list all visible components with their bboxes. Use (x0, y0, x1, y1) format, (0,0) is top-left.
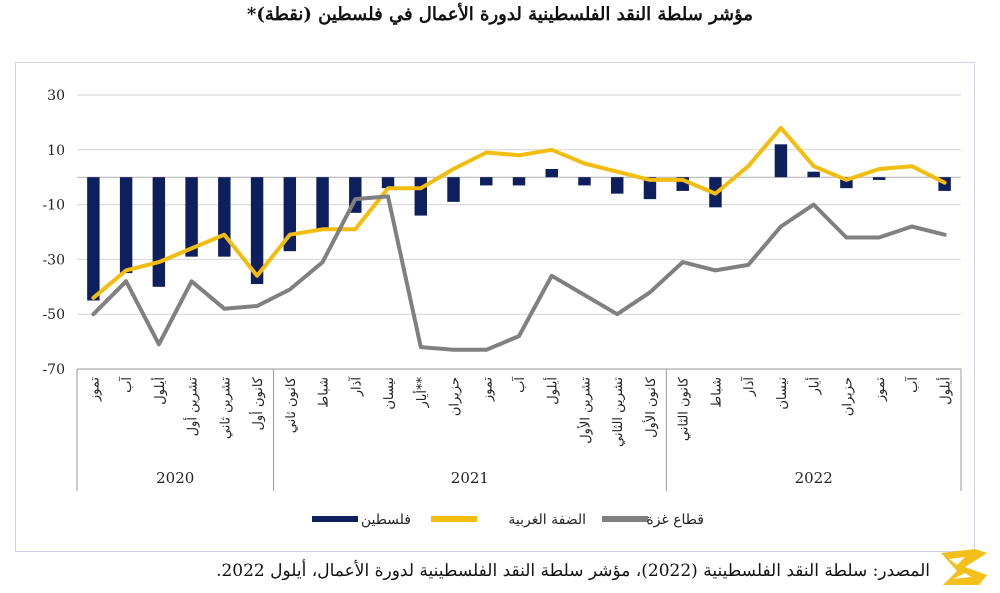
bar-palestine (381, 177, 395, 189)
x-tick-label: تموز (87, 377, 102, 403)
x-tick-label: أيار (806, 377, 823, 395)
legend-gaza-swatch (602, 516, 648, 522)
chart-plot: 30 10 -10 -30 -50 -70 تموز آب أيلول تشرين أول تشري… (42, 88, 962, 528)
chart-title: مؤشر سلطة النقد الفلسطينية لدورة الأعمال… (246, 4, 754, 25)
bar-palestine (643, 177, 657, 200)
line-gaza (91, 194, 947, 352)
y-tick-label: -50 (42, 307, 65, 323)
bar-palestine (611, 177, 624, 194)
bar-palestine (119, 177, 133, 274)
x-tick-label: شباط (709, 377, 724, 408)
x-tick-label: كانون الأول (642, 376, 659, 438)
x-tick-label: آب (511, 376, 528, 393)
x-tick-label: كانون الثاني (677, 376, 692, 441)
x-tick-label: نيسان (775, 377, 790, 410)
source-note: المصدر: سلطة النقد الفلسطينية (2022)، مؤ… (216, 561, 930, 581)
bar-palestine (807, 171, 820, 178)
y-tick-label: -30 (42, 252, 65, 268)
x-tick-label: حزيران (840, 377, 855, 416)
year-label: 2022 (795, 469, 833, 487)
line-west-bank (91, 125, 947, 300)
x-tick-label: تشرين ثاني (218, 377, 233, 439)
x-tick-label: نيسان (382, 377, 397, 410)
x-tick-label: آذار (740, 376, 757, 398)
bar-palestine (316, 177, 329, 230)
legend-gaza-label: قطاع غزة (646, 512, 704, 528)
bar-palestine (545, 168, 558, 178)
x-tick-label: حزيران (448, 377, 463, 416)
x-tick-label: كانون ثاني (284, 376, 299, 433)
x-tick-label: شباط (317, 377, 332, 408)
bar-palestine (185, 177, 198, 257)
x-tick-label: أيلول (151, 377, 168, 405)
x-tick-label: تموز (480, 377, 495, 403)
legend-palestine-label: فلسطين (361, 512, 411, 528)
bar-palestine (250, 177, 264, 285)
bar-palestine (774, 144, 788, 178)
bar-palestine (447, 177, 460, 202)
legend-palestine-swatch (312, 516, 358, 522)
x-tick-label: أيلول (544, 377, 561, 405)
year-label: 2021 (451, 469, 489, 487)
x-tick-label: آذار (347, 376, 364, 398)
bar-palestine (87, 177, 100, 301)
chart-frame: 30 10 -10 -30 -50 -70 تموز آب أيلول تشرين أول تشري… (15, 62, 975, 552)
x-tick-label: أيار** (413, 377, 430, 409)
bar-palestine (578, 177, 591, 186)
y-tick-label: 30 (47, 88, 65, 104)
bar-palestine (512, 177, 526, 186)
y-tick-label: -70 (42, 362, 65, 378)
logo (941, 549, 987, 585)
y-tick-label: 10 (47, 143, 65, 159)
bar-palestine (414, 177, 427, 216)
x-tick-label: أيلول (937, 377, 954, 405)
x-tick-label: تشرين الثاني (611, 377, 626, 447)
bar-palestine (152, 177, 166, 287)
bar-palestine (480, 177, 493, 186)
x-tick-label: آب (118, 376, 135, 393)
x-tick-label: آب (904, 376, 921, 393)
x-tick-label: تموز (873, 377, 888, 403)
year-label: 2020 (156, 469, 194, 487)
bar-palestine (218, 177, 231, 257)
y-tick-label: -10 (42, 198, 65, 214)
x-tick-label: تشرين أول (184, 377, 201, 437)
x-tick-label: كانون أول (249, 376, 266, 430)
bar-palestine (840, 177, 853, 189)
x-tick-label: تشرين الأول (576, 377, 593, 444)
legend-west-bank-swatch (431, 516, 477, 522)
legend-west-bank-label: الضفة الغربية (508, 512, 586, 528)
bar-palestine (872, 177, 886, 180)
